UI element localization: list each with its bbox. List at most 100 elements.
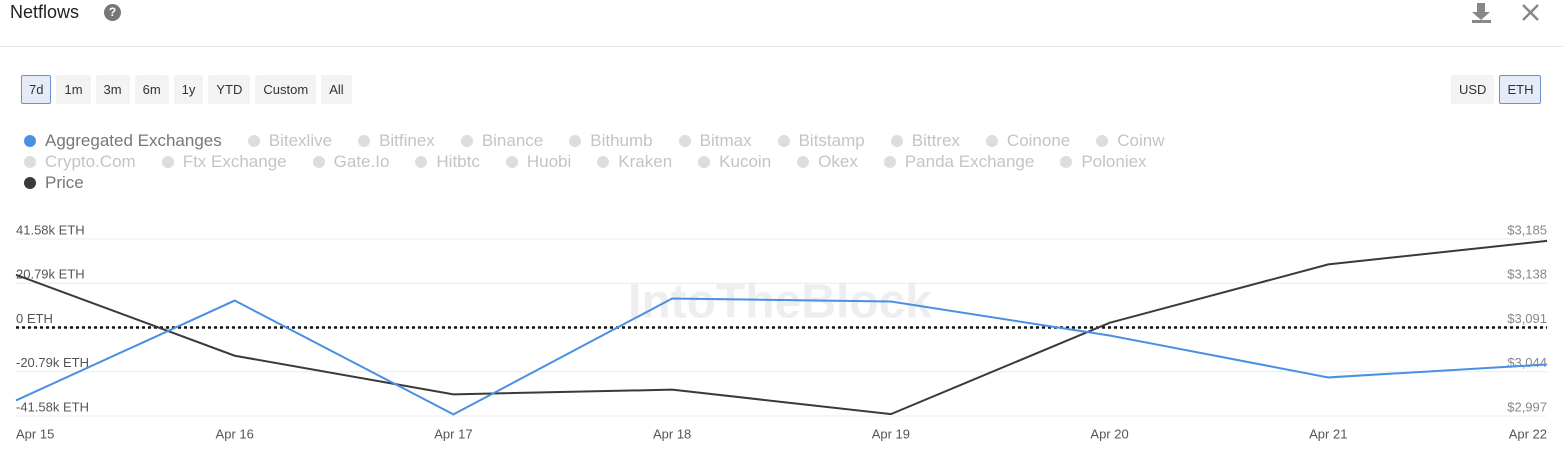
legend-dot (24, 135, 36, 147)
legend-dot (678, 135, 691, 147)
line-series (15, 239, 1548, 416)
legend-label: Kucoin (719, 152, 772, 171)
legend-label: Bitexlive (268, 131, 333, 150)
legend-item[interactable]: Panda Exchange (883, 152, 1035, 172)
range-button[interactable]: 7d (21, 75, 52, 104)
legend-dot (597, 156, 610, 168)
y2-tick-label: $3,138 (1507, 267, 1547, 282)
y-tick-label: 20.79k ETH (16, 267, 85, 282)
y2-tick-label: $3,091 (1507, 311, 1547, 326)
legend-dot (797, 156, 810, 168)
legend-label: Aggregated Exchanges (45, 131, 222, 150)
x-tick-label: Apr 21 (1309, 426, 1347, 441)
legend-label: Crypto.Com (45, 152, 136, 171)
legend-label: Binance (481, 131, 544, 150)
legend-item[interactable]: Bitstamp (777, 131, 865, 151)
legend-dot (569, 135, 582, 147)
y-tick-label: -20.79k ETH (16, 355, 89, 370)
legend-item[interactable]: Kucoin (698, 152, 771, 172)
range-button[interactable]: 1y (173, 75, 204, 104)
title: Netflows (10, 2, 80, 22)
legend-dot (777, 135, 790, 147)
divider (0, 46, 1563, 47)
legend-item[interactable]: Okex (797, 152, 858, 172)
legend-item[interactable]: Bitfinex (358, 131, 435, 151)
y-tick-label: 0 ETH (16, 311, 53, 326)
legend-dot (883, 156, 896, 168)
legend-dot (415, 156, 428, 168)
currency-buttons: USD ETH (1451, 75, 1542, 104)
legend-item[interactable]: Bittrex (890, 131, 960, 151)
legend-dot (460, 135, 473, 147)
legend-label: Kraken (618, 152, 673, 171)
legend-label: Bittrex (911, 131, 960, 150)
legend-item[interactable]: Poloniex (1060, 152, 1147, 172)
x-tick-label: Apr 20 (1090, 426, 1128, 441)
legend-item[interactable]: Gate.Io (312, 152, 390, 172)
x-tick-label: Apr 17 (434, 426, 472, 441)
legend-dot (358, 135, 371, 147)
legend-item[interactable]: Bithumb (569, 131, 653, 151)
legend-item[interactable]: Coinw (1096, 131, 1165, 151)
range-buttons: 7d 1m 3m 6m 1y YTD Custom All (21, 75, 352, 104)
legend-item[interactable]: Bitexlive (247, 131, 333, 151)
range-button[interactable]: 1m (56, 75, 91, 104)
legend-dot (1060, 156, 1073, 168)
range-button[interactable]: 3m (95, 75, 130, 104)
help-icon[interactable]: ? (104, 4, 121, 21)
legend-item[interactable]: Crypto.Com (24, 152, 136, 172)
legend: Aggregated Exchanges Bitexlive Bitfinex Bin… (24, 131, 1224, 193)
x-tick-label: Apr 22 (1509, 426, 1547, 441)
legend-label: Coinone (1006, 131, 1071, 150)
y2-tick-label: $2,997 (1507, 399, 1547, 414)
legend-label: Price (45, 173, 84, 192)
legend-item[interactable]: Binance (460, 131, 544, 151)
legend-dot (1096, 135, 1109, 147)
legend-label: Panda Exchange (904, 152, 1035, 171)
legend-item[interactable]: Huobi (505, 152, 572, 172)
legend-dot (698, 156, 711, 168)
x-tick-label: Apr 18 (653, 426, 691, 441)
legend-item[interactable]: Coinone (985, 131, 1071, 151)
download-icon[interactable] (1472, 3, 1491, 23)
line-series (15, 297, 1548, 416)
legend-item[interactable]: Aggregated Exchanges (24, 131, 222, 151)
x-tick-label: Apr 19 (872, 426, 910, 441)
expand-icon[interactable] (1522, 4, 1539, 21)
legend-dot (985, 135, 998, 147)
legend-dot (24, 156, 36, 168)
legend-label: Gate.Io (333, 152, 390, 171)
range-button[interactable]: YTD (208, 75, 251, 104)
legend-label: Okex (818, 152, 858, 171)
legend-item[interactable]: Bitmax (678, 131, 752, 151)
legend-item[interactable]: Hitbtc (415, 152, 480, 172)
y-tick-label: 41.58k ETH (16, 222, 85, 237)
legend-label: Bithumb (590, 131, 653, 150)
legend-label: Ftx Exchange (182, 152, 287, 171)
legend-dot (890, 135, 903, 147)
y-tick-label: -41.58k ETH (16, 399, 89, 414)
legend-item[interactable]: Ftx Exchange (161, 152, 287, 172)
legend-label: Bitmax (699, 131, 752, 150)
legend-label: Poloniex (1081, 152, 1147, 171)
legend-label: Huobi (526, 152, 572, 171)
x-tick-label: Apr 16 (216, 426, 254, 441)
legend-dot (24, 177, 36, 189)
legend-item[interactable]: Price (24, 173, 84, 193)
legend-item[interactable]: Kraken (597, 152, 672, 172)
x-tick-label: Apr 15 (16, 426, 54, 441)
range-button[interactable]: All (321, 75, 352, 104)
legend-label: Bitstamp (798, 131, 865, 150)
legend-label: Hitbtc (436, 152, 480, 171)
legend-label: Coinw (1117, 131, 1165, 150)
legend-label: Bitfinex (379, 131, 435, 150)
range-button[interactable]: 6m (134, 75, 169, 104)
legend-dot (161, 156, 174, 168)
currency-button[interactable]: USD (1451, 75, 1495, 104)
y2-tick-label: $3,044 (1507, 355, 1547, 370)
legend-dot (247, 135, 260, 147)
currency-button[interactable]: ETH (1499, 75, 1542, 104)
range-button[interactable]: Custom (255, 75, 317, 104)
legend-dot (505, 156, 518, 168)
